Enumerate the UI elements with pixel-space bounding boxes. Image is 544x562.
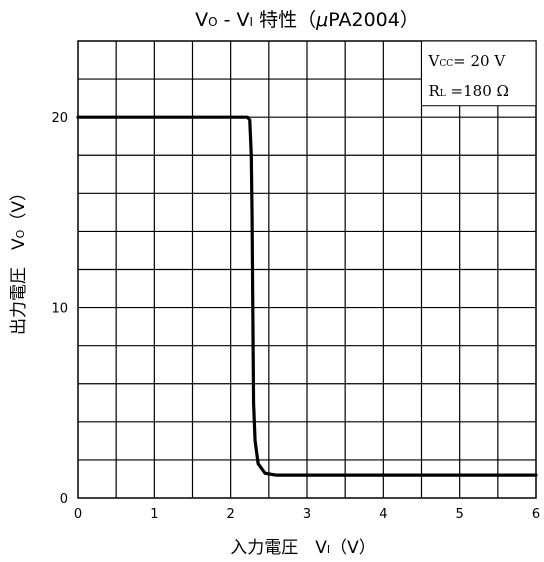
- y-tick-label: 0: [60, 492, 68, 507]
- chart-title: VO - VI 特性（μPA2004）: [195, 9, 419, 31]
- x-tick-label: 5: [456, 507, 464, 522]
- legend-rl-text: RL =180 Ω: [429, 82, 509, 100]
- y-axis-label: 出力電圧 VO（V）: [9, 184, 29, 335]
- series-group: [76, 115, 538, 477]
- legend-box: VCC= 20 V RL =180 Ω: [421, 40, 537, 107]
- x-tick-labels: 0 1 2 3 4 5 6: [74, 507, 540, 522]
- x-tick-label: 3: [303, 507, 311, 522]
- x-tick-label: 1: [150, 507, 158, 522]
- legend-vcc-text: VCC= 20 V: [428, 52, 507, 70]
- x-tick-label: 0: [74, 507, 82, 522]
- y-tick-label: 10: [51, 302, 68, 317]
- series-line-0: [76, 115, 538, 477]
- grid-lines: [78, 41, 536, 498]
- x-tick-label: 6: [532, 507, 540, 522]
- x-axis-label: 入力電圧 VI（V）: [230, 538, 376, 558]
- y-tick-labels: 0 10 20: [51, 111, 68, 507]
- legend-box-frame: [421, 40, 537, 107]
- x-tick-label: 2: [227, 507, 235, 522]
- y-tick-label: 20: [51, 111, 68, 126]
- x-tick-label: 4: [379, 507, 387, 522]
- plot-frame: [77, 40, 537, 499]
